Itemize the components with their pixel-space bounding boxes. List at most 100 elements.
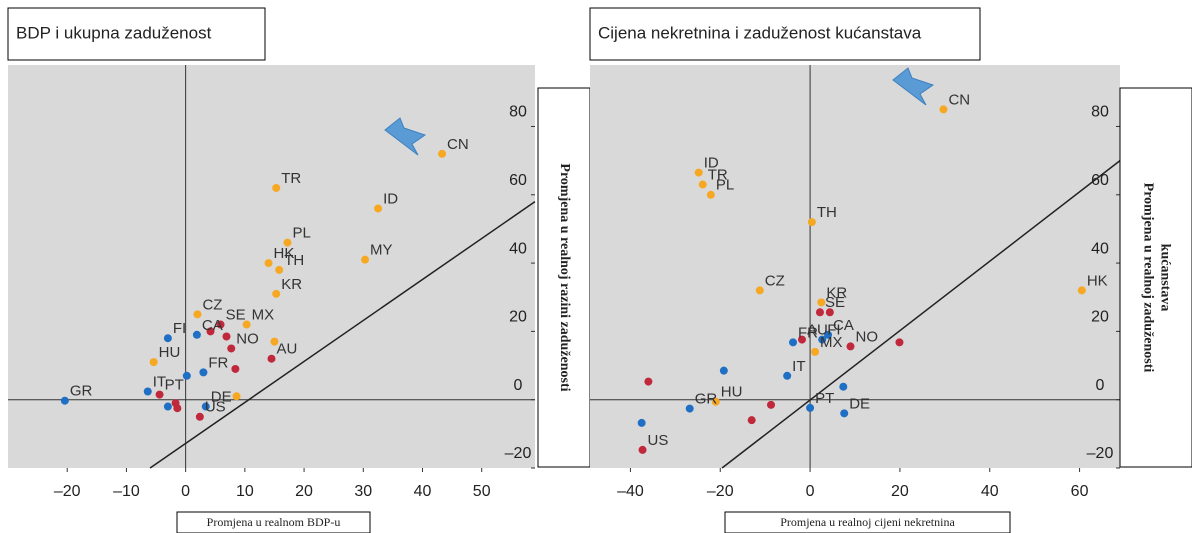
x-tick-label: 10 [236,483,254,500]
point [817,298,826,307]
point [438,149,447,158]
y-tick-label: 40 [509,240,527,257]
point [182,371,191,380]
point-label: ID [383,190,398,207]
x-tick-label: 50 [473,483,491,500]
point [163,402,172,411]
y-tick-label: 0 [1096,377,1105,394]
point [824,330,833,339]
point [242,320,251,329]
point [637,418,646,427]
point [789,338,798,347]
point [60,396,69,405]
point [825,308,834,317]
x-tick-label: –20 [54,483,81,500]
arrow [384,117,427,156]
point-label: TR [708,167,728,184]
point [1077,286,1086,295]
point [195,412,204,421]
point-label: HK [1087,272,1108,289]
y-tick-label: 20 [509,309,527,326]
point-label: CN [948,91,970,108]
point [143,387,152,396]
point [939,105,948,114]
chart-title: BDP i ukupna zaduženost [16,23,212,42]
point [840,409,849,418]
point-label: SE [226,307,246,324]
point-label: PT [165,377,184,394]
point [644,377,653,386]
y-tick-label: 20 [1091,309,1109,326]
arrow [892,67,935,106]
point-label: CA [202,317,223,334]
point [711,397,720,406]
x-tick-label: 20 [891,483,909,500]
x-tick-label: 0 [806,483,815,500]
y-axis-label: Promjena u realnoj razini zaduženosti [557,163,572,391]
point [706,190,715,199]
point [806,403,815,412]
point [839,382,848,391]
y-axis-label: Promjena u realnoj zaduženosti [1140,183,1155,373]
point [719,366,728,375]
x-tick-label: 20 [295,483,313,500]
point-label: KR [281,276,302,293]
point-label: CA [833,317,854,334]
point-label: FI [173,320,186,337]
title-box [589,7,981,61]
trend-line [149,200,536,469]
point [201,402,210,411]
point-label: AU [807,322,828,339]
point [227,344,236,353]
point [747,416,756,425]
point-label: FR [208,354,228,371]
point [264,259,273,268]
point-label: HU [159,344,181,361]
y-tick-label: 40 [1091,240,1109,257]
point [783,371,792,380]
y-tick-label: 60 [1091,172,1109,189]
point [283,238,292,247]
x-tick-label: 30 [354,483,372,500]
x-tick-label: 40 [981,483,999,500]
point-label: FR [798,324,818,341]
y-tick-label: 80 [1091,104,1109,121]
point-label: GR [70,383,93,400]
point-label: CN [447,136,469,153]
point [222,332,231,341]
x-tick-label: 0 [181,483,190,500]
y-tick-label: 80 [509,104,527,121]
point [163,334,172,343]
trend-line [721,160,1121,469]
point [270,337,279,346]
y-tick-label: –20 [505,445,532,462]
point [811,347,820,356]
x-axis-label: Promjena u realnom BDP-u [207,515,341,529]
point [149,358,158,367]
point [846,342,855,351]
point-label: ID [704,155,719,172]
point [231,364,240,373]
x-tick-label: –20 [707,483,734,500]
point [638,445,647,454]
point-label: PL [716,177,734,194]
point [267,354,276,363]
point-label: IT [153,373,166,390]
point [155,390,164,399]
x-tick-label: –40 [617,483,644,500]
point-label: CZ [202,296,222,313]
point [374,204,383,213]
x-tick-label: 40 [414,483,432,500]
point [685,404,694,413]
x-tick-label: 60 [1071,483,1089,500]
point [694,168,703,177]
point-label: KR [826,284,847,301]
point-label: FI [827,322,840,339]
point-label: SE [825,294,845,311]
chart-title: Cijena nekretnina i zaduženost kućanstav… [598,23,922,42]
y-tick-label: –20 [1087,445,1114,462]
point-label: MX [820,334,843,351]
point-label: HU [721,384,743,401]
y-axis-label: kućanstava [1157,244,1172,312]
